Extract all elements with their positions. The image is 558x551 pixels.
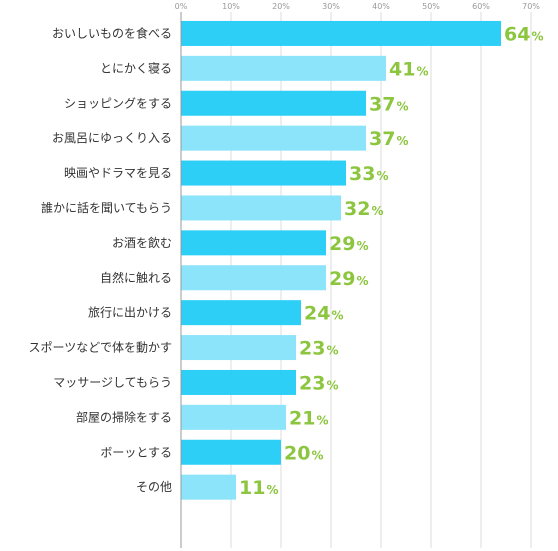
bar <box>181 90 366 116</box>
tick-label: 10% <box>222 2 240 11</box>
value-label: 23% <box>299 372 338 394</box>
bar <box>181 20 501 46</box>
bars <box>181 20 501 500</box>
category-label: おいしいものを食べる <box>52 25 172 40</box>
tick-label: 0% <box>175 2 188 11</box>
bar <box>181 125 366 151</box>
category-label: ボーッとする <box>100 445 172 459</box>
bar <box>181 474 236 500</box>
bar <box>181 265 326 291</box>
value-label: 11% <box>239 477 278 499</box>
bar <box>181 404 286 430</box>
tick-label: 50% <box>422 2 440 11</box>
value-label: 24% <box>304 303 343 325</box>
value-label: 20% <box>284 442 323 464</box>
category-label: 誰かに話を聞いてもらう <box>41 200 172 215</box>
category-label: お風呂にゆっくり入る <box>52 131 172 145</box>
value-label: 37% <box>369 128 408 150</box>
tick-label: 60% <box>472 2 490 11</box>
bar <box>181 195 341 221</box>
bar <box>181 160 346 186</box>
category-label: マッサージしてもらう <box>53 375 172 389</box>
value-label: 29% <box>329 268 368 290</box>
category-label: とにかく寝る <box>100 60 172 75</box>
value-label: 33% <box>349 163 388 185</box>
category-label: お酒を飲む <box>112 235 172 250</box>
bar <box>181 55 386 81</box>
category-label: その他 <box>136 480 172 494</box>
tick-label: 40% <box>372 2 390 11</box>
value-label: 41% <box>389 58 428 80</box>
category-label: 自然に触れる <box>100 270 172 285</box>
x-axis-ticks: 0% 10% 20% 30% 40% 50% 60% 70% <box>175 2 541 11</box>
category-label: スポーツなどで体を動かす <box>28 341 172 355</box>
bar <box>181 300 301 326</box>
value-label: 21% <box>289 407 328 429</box>
bar <box>181 335 296 361</box>
tick-label: 70% <box>522 2 540 11</box>
bar <box>181 439 281 465</box>
category-label: 旅行に出かける <box>88 306 172 320</box>
category-labels: おいしいものを食べるとにかく寝るショッピングをするお風呂にゆっくり入る映画やドラ… <box>28 25 172 494</box>
value-label: 23% <box>299 338 338 360</box>
value-labels: 64% 41% 37% 37% 33% 32% 29% 29% 24% 23% 23% 21% 20% 1… <box>239 23 543 499</box>
category-label: 部屋の掃除をする <box>76 409 172 424</box>
category-label: 映画やドラマを見る <box>64 166 172 180</box>
tick-label: 30% <box>322 2 340 11</box>
value-label: 29% <box>329 233 368 255</box>
value-label: 32% <box>344 198 383 220</box>
bar <box>181 369 296 395</box>
category-label: ショッピングをする <box>64 96 172 110</box>
value-label: 37% <box>369 93 408 115</box>
tick-label: 20% <box>272 2 290 11</box>
bar <box>181 230 326 256</box>
value-label: 64% <box>504 23 543 45</box>
